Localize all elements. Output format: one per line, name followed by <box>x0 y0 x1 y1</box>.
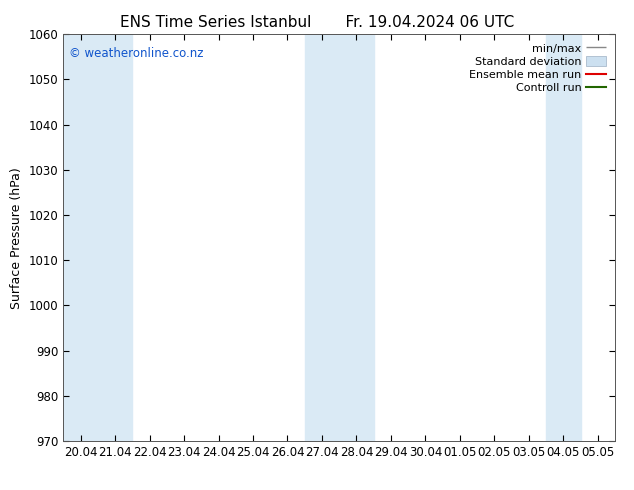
Text: © weatheronline.co.nz: © weatheronline.co.nz <box>69 47 204 59</box>
Bar <box>305 34 373 441</box>
Text: ENS Time Series Istanbul       Fr. 19.04.2024 06 UTC: ENS Time Series Istanbul Fr. 19.04.2024 … <box>120 15 514 30</box>
Bar <box>546 34 581 441</box>
Y-axis label: Surface Pressure (hPa): Surface Pressure (hPa) <box>10 167 23 309</box>
Bar <box>63 34 133 441</box>
Legend: min/max, Standard deviation, Ensemble mean run, Controll run: min/max, Standard deviation, Ensemble me… <box>466 40 609 97</box>
